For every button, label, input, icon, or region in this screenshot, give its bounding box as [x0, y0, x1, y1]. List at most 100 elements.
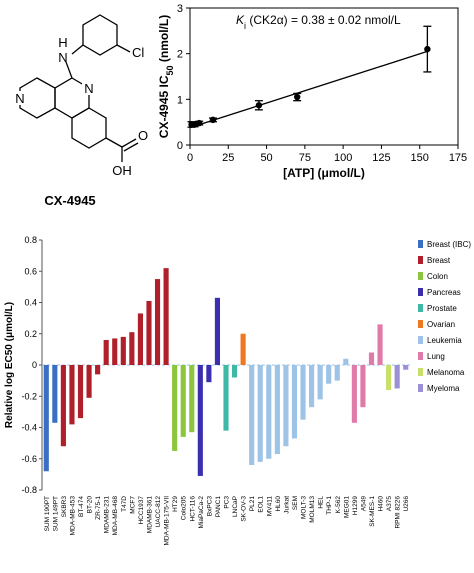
legend-label: Colon [427, 272, 448, 281]
x-tick-label: K-562 [335, 496, 342, 514]
bar [351, 365, 357, 423]
x-tick-label: 50 [260, 152, 272, 164]
bar [60, 365, 66, 447]
x-axis-label: [ATP] (μmol/L) [283, 166, 365, 180]
legend-swatch [418, 304, 423, 312]
legend-label: Myeloma [427, 384, 460, 393]
x-tick-label: 175 [449, 152, 467, 164]
x-tick-label: BxPC3 [206, 496, 213, 517]
x-tick-label: LNCaP [232, 496, 239, 517]
x-tick-label: H460 [378, 496, 385, 512]
bar [137, 313, 143, 365]
x-tick-label: THP-1 [326, 496, 333, 515]
bar [334, 365, 340, 381]
x-tick-label: A549 [360, 496, 367, 512]
bar [403, 365, 409, 370]
molecule: N H Cl N N O OH CX-4945 [13, 14, 148, 208]
bond [123, 142, 139, 152]
x-tick-label: MOLT-3 [301, 496, 308, 519]
y-axis-label: CX-4945 IC50 (nmol/L) [157, 15, 175, 138]
x-tick-label: MDAMB-231 [104, 496, 111, 534]
bar [257, 365, 263, 462]
x-tick-label: MDA-MB-468 [112, 496, 119, 536]
atom: N [84, 81, 93, 96]
bar [172, 365, 178, 451]
y-tick-label: 1 [177, 94, 183, 106]
bar [240, 333, 246, 365]
bar [249, 365, 255, 465]
point [209, 116, 217, 124]
bar [386, 365, 392, 390]
legend-swatch [418, 336, 423, 344]
y-tick-label: -0.6 [21, 454, 37, 464]
y-axis-label: Relative log EC50 (μmol/L) [4, 302, 15, 428]
x-tick-label: EOL1 [258, 496, 265, 513]
bond [105, 137, 123, 148]
point [294, 93, 301, 101]
bar [300, 365, 306, 420]
x-tick-label: BT-474 [78, 496, 85, 517]
atom: N [15, 91, 24, 106]
y-tick-label: 0 [177, 140, 183, 152]
bar [52, 365, 58, 423]
x-tick-label: MOLM13 [309, 496, 316, 523]
x-tick-label: PC3 [224, 496, 231, 509]
bar [120, 336, 126, 365]
bar [163, 268, 169, 365]
x-tick-label: Colo205 [181, 496, 188, 521]
annotation-part: i [244, 21, 246, 31]
y-tick-label: 3 [177, 3, 183, 15]
annotation-part: K [236, 13, 245, 27]
legend-swatch [418, 272, 423, 280]
bar [77, 365, 84, 419]
atom: H [58, 35, 67, 50]
atom: OH [112, 163, 132, 178]
bar [69, 365, 75, 425]
y-tick-label: -0.2 [21, 391, 37, 401]
bar [309, 365, 315, 408]
y-tick-label: 2 [177, 49, 183, 61]
bar [291, 365, 298, 439]
bar [343, 358, 349, 365]
x-tick-label: ZR-75-1 [95, 496, 102, 520]
bar [317, 365, 323, 400]
bond [116, 44, 131, 53]
y-tick-label: 0.4 [24, 298, 37, 308]
point [424, 45, 431, 53]
annotation: Ki (CK2α) = 0.38 ± 0.02 nmol/L [236, 13, 401, 31]
x-tick-label: MDA-MB-453 [69, 496, 76, 536]
x-tick-label: SUM 190PT [44, 496, 51, 531]
y-tick-label: -0.4 [21, 423, 37, 433]
x-tick-label: UACC-812 [155, 496, 162, 528]
y-tick-label: -0.8 [21, 485, 37, 495]
bar [103, 340, 109, 365]
legend-label: Leukemia [427, 336, 462, 345]
legend-swatch [418, 256, 423, 264]
x-tick-label: SK-MES-1 [369, 496, 376, 527]
x-tick-label: RPMI 8226 [395, 496, 402, 529]
legend-label: Breast [427, 256, 451, 265]
bar [377, 324, 383, 365]
legend-swatch [418, 368, 423, 376]
bar [266, 365, 272, 459]
x-tick-label: SUM 149PT [52, 496, 59, 531]
bar [223, 365, 229, 431]
x-tick-label: HEL [318, 496, 325, 509]
bond [65, 61, 73, 79]
point [195, 119, 203, 127]
bar [197, 365, 203, 476]
bar [231, 365, 238, 378]
y-tick-label: 0.8 [24, 235, 37, 245]
x-tick-label: SEM [292, 496, 299, 510]
atom: N [58, 50, 67, 65]
x-tick-label: MDA-MB-175-VII [164, 496, 171, 546]
bar [95, 365, 101, 375]
legend-label: Melanoma [427, 368, 465, 377]
x-tick-label: 0 [187, 152, 193, 164]
x-tick-label: MCF7 [129, 496, 136, 514]
y-axis-label-part: 50 [165, 65, 175, 75]
x-tick-label: 125 [372, 152, 390, 164]
x-tick-label: SK-OV-3 [241, 496, 248, 522]
plot-frame [189, 7, 459, 146]
fit-line [189, 50, 428, 129]
